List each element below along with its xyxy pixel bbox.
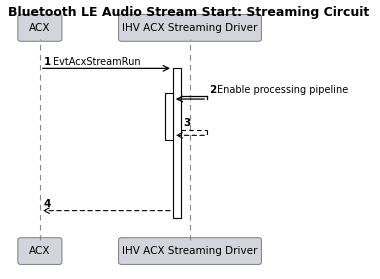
- Bar: [173, 68, 181, 218]
- FancyBboxPatch shape: [119, 15, 261, 41]
- Bar: [165, 93, 173, 140]
- Text: 4: 4: [44, 199, 51, 209]
- FancyBboxPatch shape: [18, 238, 62, 264]
- Text: 1: 1: [44, 57, 51, 67]
- Text: 2: 2: [209, 85, 216, 95]
- Text: Bluetooth LE Audio Stream Start: Streaming Circuit: Bluetooth LE Audio Stream Start: Streami…: [8, 6, 369, 19]
- Text: EvtAcxStreamRun: EvtAcxStreamRun: [53, 57, 141, 67]
- Text: ACX: ACX: [29, 246, 51, 256]
- Text: ACX: ACX: [29, 23, 51, 33]
- Text: IHV ACX Streaming Driver: IHV ACX Streaming Driver: [122, 23, 258, 33]
- Text: Enable processing pipeline: Enable processing pipeline: [217, 85, 348, 95]
- Text: IHV ACX Streaming Driver: IHV ACX Streaming Driver: [122, 246, 258, 256]
- FancyBboxPatch shape: [119, 238, 261, 264]
- Text: 3: 3: [183, 118, 190, 128]
- FancyBboxPatch shape: [18, 15, 62, 41]
